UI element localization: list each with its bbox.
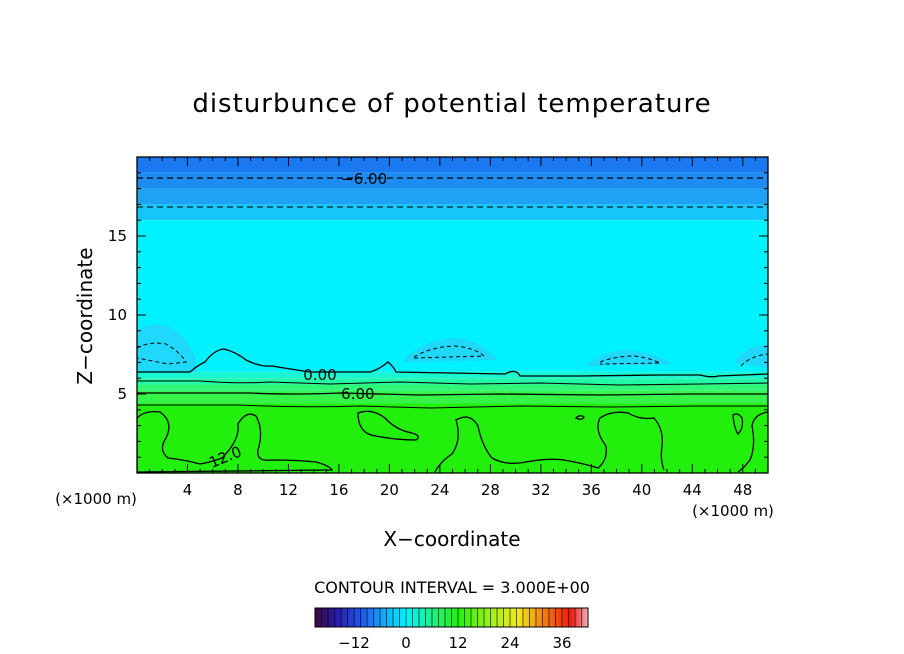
axis-ticks [137,157,768,473]
cold-pocket-4 [734,344,768,368]
contour-9 [137,404,768,409]
contour-label: 6.00 [341,385,374,403]
x-tick-label: 32 [531,481,550,499]
contour-12-blob-3 [434,411,665,473]
colorbar-tick-label: 0 [401,634,411,652]
contour-zero [137,348,768,378]
colorbar-tick-label: −12 [338,634,370,652]
y-tick-label: 15 [108,227,127,245]
field-band-3 [137,204,768,221]
y-axis-label: Z−coordinate [73,247,97,384]
x-tick-label: 4 [183,481,193,499]
field-band-0 [137,157,768,173]
contour-neg-pocket-3 [599,355,661,365]
y-tick-label: 5 [117,385,127,403]
field-band-7 [137,384,768,391]
contour-lines [137,177,768,473]
contour-12-blob-4 [574,415,585,420]
contour-12-blob-1 [137,410,334,473]
contour-label: −6.00 [341,170,387,188]
contour-interval-text: CONTOUR INTERVAL = 3.000E+00 [314,578,590,597]
x-tick-label: 44 [683,481,702,499]
colorbar-tick-label: 12 [448,634,467,652]
x-axis-label: X−coordinate [383,527,520,551]
contour-12-blob-5 [732,413,744,436]
x-tick-label: 20 [380,481,399,499]
contour-3 [137,380,768,386]
contour-neg-pocket-4 [740,353,768,367]
contour-6 [137,392,768,396]
y-tick-label: 10 [108,306,127,324]
contour-neg-pocket-1 [137,342,187,365]
colorbar-ticks [314,608,589,627]
x-tick-label: 28 [481,481,500,499]
x-unit-left: (×1000 m) [55,490,137,508]
x-tick-label: 36 [582,481,601,499]
x-unit-right: (×1000 m) [692,502,774,520]
chart-title: disturbunce of potential temperature [192,89,711,119]
x-tick-label: 8 [233,481,243,499]
cold-pocket-1 [137,324,196,372]
contour-12-blob-2 [357,410,419,441]
contour-neg-pocket-2 [413,345,486,359]
contour-12-blob-6 [737,411,768,473]
x-tick-label: 12 [279,481,298,499]
colorbar-tick-label: 36 [552,634,571,652]
x-tick-label: 24 [430,481,449,499]
field-band-6 [137,378,768,385]
field-bands [137,157,768,473]
colorbar-tick-label: 24 [500,634,519,652]
x-tick-label: 48 [733,481,752,499]
x-tick-label: 40 [632,481,651,499]
cold-pocket-3 [586,350,672,366]
contour-label: 0.00 [303,366,336,384]
field-band-1 [137,172,768,189]
field-band-2 [137,188,768,205]
field-band-5 [137,371,768,379]
colorbar-tick-labels: −12 0 12 24 36 [338,634,571,652]
x-tick-label: 16 [329,481,348,499]
